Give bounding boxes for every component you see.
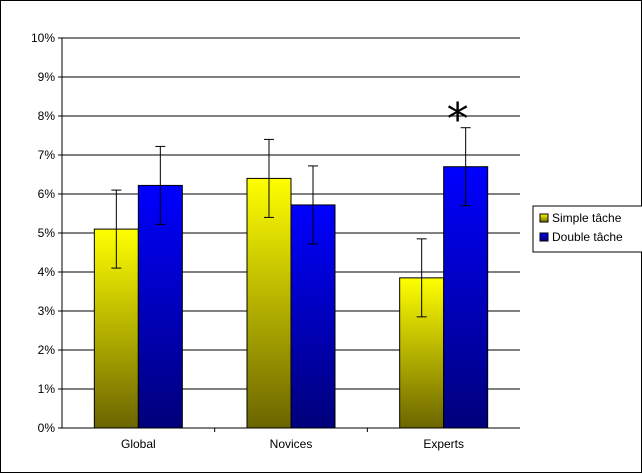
x-category-label: Novices — [270, 437, 313, 451]
y-tick-label: 10% — [31, 31, 55, 45]
y-tick-label: 0% — [38, 421, 56, 435]
y-tick-label: 5% — [38, 226, 56, 240]
y-tick-label: 6% — [38, 187, 56, 201]
y-tick-label: 8% — [38, 109, 56, 123]
annotations: * — [447, 94, 469, 145]
bars — [94, 167, 487, 428]
x-category-label: Experts — [423, 437, 464, 451]
legend-swatch — [540, 233, 548, 241]
legend-label: Double tâche — [552, 230, 623, 244]
x-category-label: Global — [121, 437, 156, 451]
legend-label: Simple tâche — [552, 211, 622, 225]
y-tick-label: 1% — [38, 382, 56, 396]
y-tick-label: 3% — [38, 304, 56, 318]
y-tick-label: 2% — [38, 343, 56, 357]
y-tick-label: 4% — [38, 265, 56, 279]
y-tick-label: 7% — [38, 148, 56, 162]
significance-asterisk: * — [447, 94, 469, 145]
y-tick-label: 9% — [38, 70, 56, 84]
legend: Simple tâche Double tâche — [533, 206, 642, 252]
legend-swatch — [540, 214, 548, 222]
